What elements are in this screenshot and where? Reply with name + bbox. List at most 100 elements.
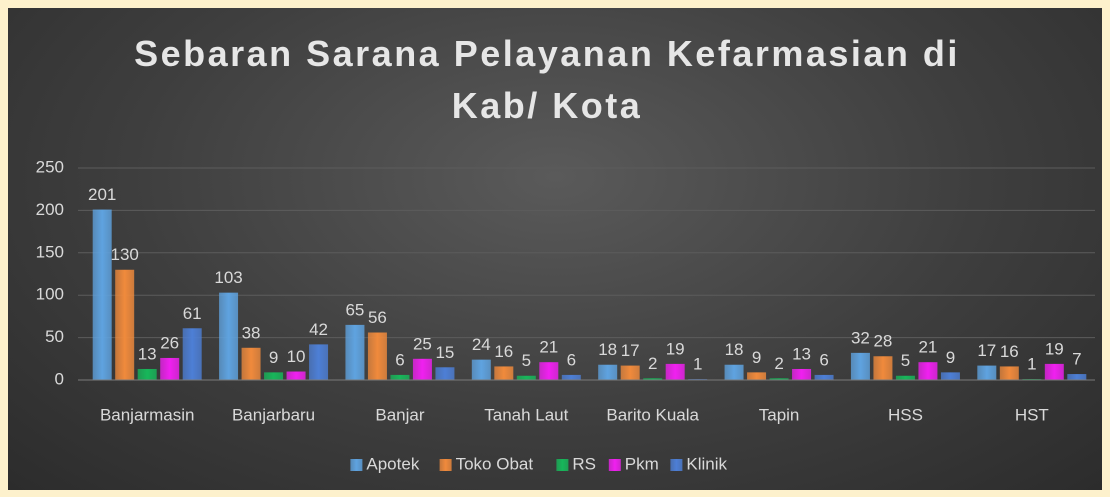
data-label: 24 (472, 335, 491, 354)
data-label: 9 (946, 348, 955, 367)
data-label: 1 (693, 355, 702, 374)
y-tick-label: 200 (36, 200, 64, 219)
data-label: 16 (1000, 342, 1019, 361)
bar (516, 375, 536, 380)
bar (792, 368, 812, 380)
bar (665, 363, 685, 380)
data-label: 65 (345, 300, 364, 319)
data-label: 18 (598, 340, 617, 359)
legend-label: Apotek (366, 454, 419, 473)
bar (137, 368, 157, 380)
bar (769, 378, 789, 380)
legend-swatch (556, 459, 569, 471)
data-label: 6 (567, 350, 576, 369)
data-label: 19 (666, 339, 685, 358)
data-label: 9 (269, 348, 278, 367)
bar (539, 362, 559, 380)
data-label: 18 (725, 340, 744, 359)
x-tick-label: Banjar (375, 405, 424, 424)
y-tick-label: 0 (55, 369, 64, 388)
data-label: 6 (395, 350, 404, 369)
bar (850, 352, 870, 380)
chart-title: Sebaran Sarana Pelayanan Kefarmasian di … (134, 33, 960, 126)
bar (1067, 374, 1087, 380)
data-label: 103 (214, 268, 242, 287)
legend-label: Klinik (686, 454, 727, 473)
bar (264, 372, 284, 380)
legend: Apotek Toko Obat RS Pkm Klinik (350, 454, 728, 473)
bar (1044, 363, 1064, 380)
x-tick-label: HSS (888, 405, 923, 424)
legend-label: Toko Obat (456, 454, 534, 473)
bar (286, 371, 306, 380)
data-label: 6 (819, 350, 828, 369)
data-label: 13 (792, 344, 811, 363)
data-label: 7 (1072, 350, 1081, 369)
bar (814, 374, 834, 380)
bar (747, 372, 767, 380)
bar (724, 364, 744, 380)
data-label: 32 (851, 328, 870, 347)
legend-swatch (608, 459, 621, 471)
data-label: 130 (111, 245, 139, 264)
bar (999, 366, 1019, 380)
y-tick-label: 150 (36, 242, 64, 261)
legend-swatch (350, 459, 363, 471)
data-label: 2 (648, 354, 657, 373)
data-label: 42 (309, 320, 328, 339)
data-label: 28 (873, 332, 892, 351)
bar (367, 332, 387, 380)
data-label: 16 (494, 342, 513, 361)
bar (598, 364, 618, 380)
data-label: 201 (88, 185, 116, 204)
bar (895, 375, 915, 380)
bar (160, 357, 180, 380)
bar (643, 378, 663, 380)
bar (241, 347, 261, 380)
data-label: 5 (901, 351, 910, 370)
x-tick-label: Banjarbaru (232, 405, 315, 424)
legend-label: RS (572, 454, 596, 473)
data-label: 15 (435, 343, 454, 362)
x-tick-label: Barito Kuala (606, 405, 699, 424)
bar (412, 358, 432, 380)
x-tick-label: Banjarmasin (100, 405, 195, 424)
data-label: 26 (160, 333, 179, 352)
bar (435, 367, 455, 380)
legend-swatch (670, 459, 683, 471)
bar (182, 328, 202, 380)
bar (940, 372, 960, 380)
data-label: 9 (752, 348, 761, 367)
data-label: 61 (183, 304, 202, 323)
data-label: 21 (918, 338, 937, 357)
data-label: 17 (977, 341, 996, 360)
data-label: 38 (242, 323, 261, 342)
y-tick-label: 100 (36, 285, 64, 304)
data-label: 25 (413, 334, 432, 353)
data-label: 56 (368, 308, 387, 327)
data-label: 5 (522, 351, 531, 370)
legend-swatch (439, 459, 452, 471)
y-tick-label: 50 (45, 327, 64, 346)
data-label: 10 (287, 347, 306, 366)
y-tick-label: 250 (36, 157, 64, 176)
bar (390, 374, 410, 380)
x-tick-label: Tanah Laut (484, 405, 568, 424)
data-label: 1 (1027, 355, 1036, 374)
bar (92, 209, 112, 380)
chart-area (8, 8, 1102, 490)
data-label: 21 (539, 338, 558, 357)
data-label: 17 (621, 341, 640, 360)
bar (115, 269, 135, 380)
bar (345, 324, 365, 380)
x-tick-label: HST (1015, 405, 1049, 424)
data-label: 19 (1045, 339, 1064, 358)
bar (219, 292, 239, 380)
legend-label: Pkm (625, 454, 659, 473)
data-label: 2 (774, 354, 783, 373)
data-label: 13 (138, 344, 157, 363)
bar (309, 344, 329, 380)
bar (494, 366, 514, 380)
